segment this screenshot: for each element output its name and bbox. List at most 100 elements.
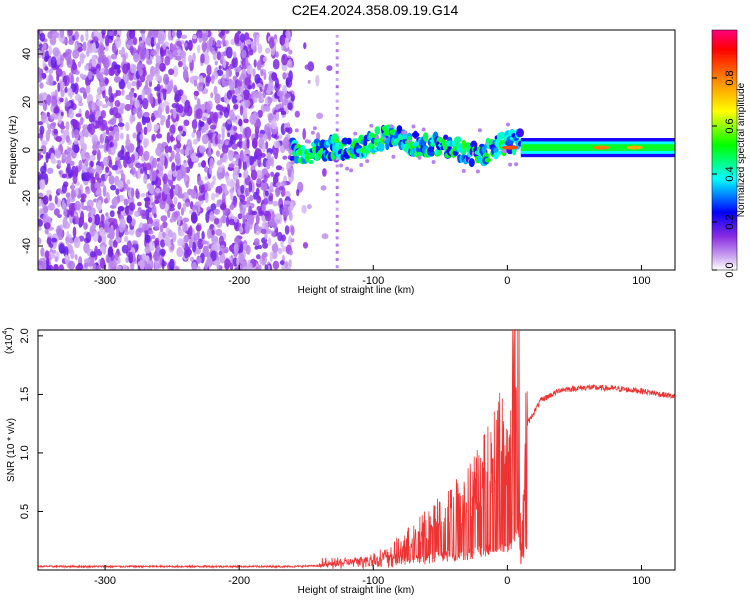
heatmap-cell <box>211 244 218 251</box>
heatmap-cell <box>225 39 229 47</box>
heatmap-cell <box>262 133 268 142</box>
heatmap-cell <box>52 47 60 57</box>
heatmap-cell <box>151 112 155 123</box>
heatmap-cell <box>159 62 166 72</box>
heatmap-cell <box>197 162 202 168</box>
heatmap-cell <box>271 133 278 139</box>
heatmap-cell <box>169 188 174 200</box>
heatmap-cell <box>153 250 161 262</box>
heatmap-cell <box>224 30 230 34</box>
heatmap-cell <box>255 213 260 225</box>
heatmap-cell <box>46 94 52 106</box>
heatmap-cell <box>162 221 168 229</box>
heatmap-cell <box>229 244 235 252</box>
heatmap-cell <box>234 32 240 45</box>
heatmap-cell <box>102 234 107 244</box>
heatmap-cell <box>75 264 83 270</box>
heatmap-cell <box>221 193 226 203</box>
heatmap-cell <box>139 63 145 68</box>
heatmap-cell <box>185 202 191 208</box>
heatmap-cell <box>127 39 133 46</box>
heatmap-cell <box>88 216 93 223</box>
heatmap-cell <box>281 98 289 106</box>
heatmap-cell <box>239 243 244 254</box>
heatmap-cell <box>288 49 293 55</box>
heatmap-cell <box>77 216 85 227</box>
heatmap-cell <box>108 238 113 247</box>
heatmap-cell <box>277 247 283 255</box>
heatmap-cell <box>210 92 214 99</box>
heatmap-cell <box>132 107 139 114</box>
heatmap-cell <box>144 246 151 254</box>
heatmap-cell <box>79 87 87 94</box>
heatmap-cell <box>169 136 176 142</box>
heatmap-cell <box>275 104 279 111</box>
heatmap-cell <box>275 218 281 223</box>
heatmap-cell <box>154 259 159 270</box>
heatmap-cell <box>124 231 130 236</box>
heatmap-cell <box>139 259 145 270</box>
heatmap-cell <box>264 211 272 222</box>
heatmap-cell <box>261 221 269 229</box>
heatmap-cell <box>84 152 90 158</box>
heatmap-cell <box>129 202 136 212</box>
heatmap-cell <box>182 221 188 233</box>
heatmap-cell <box>468 158 475 168</box>
heatmap-cell <box>111 197 118 207</box>
heatmap-cell <box>271 130 278 135</box>
heatmap-cell <box>83 258 91 264</box>
heatmap-cell <box>228 163 235 168</box>
heatmap-cell <box>220 203 227 211</box>
heatmap-cell <box>239 150 244 162</box>
snr-scale-exp: 4 <box>2 331 9 335</box>
heatmap-cell <box>253 238 260 246</box>
heatmap-cell <box>90 251 96 258</box>
heatmap-cell <box>189 240 193 249</box>
heatmap-cell <box>188 225 193 237</box>
heatmap-cell <box>89 225 96 237</box>
heatmap-cell <box>65 154 72 166</box>
heatmap-cell <box>256 205 262 211</box>
x-tick-label: -100 <box>362 575 384 587</box>
heatmap-cell <box>493 147 499 153</box>
heatmap-cell <box>224 258 231 268</box>
heatmap-cell <box>176 30 183 39</box>
heatmap-cell <box>193 77 198 87</box>
heatmap-cell <box>161 258 165 270</box>
y-tick-label: 2.0 <box>19 328 31 343</box>
heatmap-cell <box>109 66 115 76</box>
heatmap-cell <box>223 249 229 254</box>
y-tick-label: 1.0 <box>19 445 31 460</box>
heatmap-cell <box>255 266 260 270</box>
heatmap-cell <box>74 166 79 178</box>
heatmap-cell <box>55 149 62 159</box>
heatmap-cell <box>461 139 467 149</box>
heatmap-cell <box>307 204 312 210</box>
heatmap-cell <box>180 148 186 155</box>
heatmap-cell <box>257 43 263 54</box>
x-tick-label: 0 <box>504 275 510 287</box>
heatmap-cell <box>230 38 235 46</box>
heatmap-cell <box>191 241 197 253</box>
heatmap-cell <box>57 188 62 194</box>
y-tick-label: -20 <box>21 190 33 206</box>
heatmap-cell <box>216 69 224 77</box>
snr-series <box>38 330 675 570</box>
heatmap-cell <box>55 68 63 77</box>
heatmap-cell <box>284 127 290 132</box>
heatmap-cell <box>93 30 98 37</box>
heatmap-cell <box>195 265 201 270</box>
heatmap-cell <box>114 100 121 107</box>
heatmap-cell <box>119 150 125 158</box>
heatmap-cell <box>152 157 158 169</box>
heatmap-cell <box>114 131 120 142</box>
heatmap-cell <box>335 157 339 161</box>
heatmap-cell <box>65 135 70 143</box>
heatmap-cell <box>124 103 132 112</box>
heatmap-cell <box>335 193 339 197</box>
heatmap-cell <box>256 195 262 204</box>
heatmap-cell <box>239 76 243 82</box>
heatmap-cell <box>252 68 256 77</box>
heatmap-cell <box>335 250 339 254</box>
heatmap-cell <box>280 180 287 187</box>
